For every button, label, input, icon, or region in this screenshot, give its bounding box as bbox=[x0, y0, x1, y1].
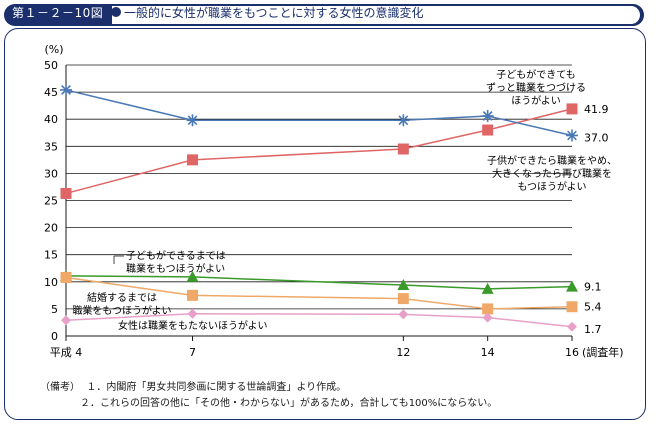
note-row-2: ２．これらの回答の他に「その他・わからない」があるため，合計しても100%になら… bbox=[40, 396, 497, 412]
data-point bbox=[397, 114, 410, 127]
chart-frame bbox=[4, 28, 646, 420]
data-point bbox=[397, 143, 409, 155]
y-tick-label: 45 bbox=[44, 86, 58, 99]
annotation-return-1: 子供ができたら職業をやめ、 bbox=[487, 154, 617, 167]
chart-title: 一般的に女性が職業をもつことに対する女性の意識変化 bbox=[124, 6, 424, 20]
annotation-notwork: 女性は職業をもたないほうがよい bbox=[118, 319, 268, 332]
series-group: 41.9 37.0 9.1 5.4 1.7 bbox=[60, 83, 609, 336]
note-1: １．内閣府「男女共同参画に関する世論調査」より作成。 bbox=[86, 382, 347, 393]
annotation-untilchild-2: 職業をもつほうがよい bbox=[126, 262, 225, 275]
data-label: 5.4 bbox=[584, 301, 602, 314]
data-point bbox=[60, 271, 72, 283]
y-tick-label: 15 bbox=[44, 249, 58, 262]
note-2: ２．これらの回答の他に「その他・わからない」があるため，合計しても100%になら… bbox=[80, 398, 498, 409]
series-line bbox=[65, 275, 573, 290]
data-point bbox=[397, 279, 410, 291]
data-point bbox=[187, 308, 198, 319]
data-point bbox=[566, 103, 578, 115]
data-point bbox=[481, 109, 494, 122]
series-line bbox=[65, 108, 573, 195]
annotation-continue-1: 子どもができても bbox=[496, 68, 576, 81]
data-point bbox=[186, 114, 199, 127]
data-point bbox=[397, 293, 409, 305]
annotation-untilmarriage-1: 結婚するまでは bbox=[87, 291, 157, 304]
data-point bbox=[567, 321, 577, 332]
data-point bbox=[482, 124, 494, 136]
data-point bbox=[187, 289, 198, 301]
data-point bbox=[566, 301, 578, 313]
notes-label: （備考） bbox=[40, 382, 80, 393]
y-tick-label: 40 bbox=[44, 113, 58, 126]
data-point bbox=[60, 187, 72, 199]
series-2: 9.1 bbox=[60, 269, 602, 294]
y-tick-label: 25 bbox=[44, 195, 58, 208]
note-row-1: （備考） １．内閣府「男女共同参画に関する世論調査」より作成。 bbox=[40, 380, 497, 396]
y-tick-label: 0 bbox=[51, 330, 58, 343]
annotation-return-2: 大きくなったら再び職業を bbox=[492, 167, 612, 180]
x-tick-label: 16 bbox=[565, 346, 579, 359]
y-tick-label: 20 bbox=[44, 222, 58, 235]
data-point bbox=[566, 280, 578, 292]
annotations: 子どもができても ずっと職業をつづける ほうがよい 子供ができたら職業をやめ、 … bbox=[72, 68, 617, 332]
y-tick-label: 5 bbox=[51, 303, 58, 316]
series-3: 5.4 bbox=[60, 271, 602, 315]
x-axis-label: (調査年) bbox=[582, 345, 624, 359]
data-point bbox=[482, 312, 493, 323]
data-label: 9.1 bbox=[584, 281, 602, 294]
annotation-continue-3: ほうがよい bbox=[511, 94, 561, 107]
data-point bbox=[187, 154, 198, 166]
data-point bbox=[186, 270, 199, 282]
data-point bbox=[61, 315, 71, 326]
axes: 0 5 10 15 20 25 30 35 40 45 50 (%) 平成 4 7 12 14 16 (調査年) bbox=[44, 43, 624, 359]
title-bar-inner bbox=[112, 6, 640, 24]
data-point bbox=[482, 303, 494, 315]
figure-number: 第１－２－10図 bbox=[12, 6, 104, 20]
y-axis-label: (%) bbox=[44, 43, 63, 56]
data-point bbox=[60, 83, 72, 96]
annotation-untilmarriage-2: 職業をもつほうがよい bbox=[72, 304, 171, 317]
data-label: 37.0 bbox=[584, 131, 609, 144]
x-tick-label: 7 bbox=[189, 346, 196, 359]
annotation-continue-2: ずっと職業をつづける bbox=[486, 81, 586, 94]
y-tick-label: 30 bbox=[44, 167, 58, 180]
annotation-untilchild-1: 子どもができるまでは bbox=[126, 249, 226, 262]
data-point bbox=[481, 282, 494, 294]
x-tick-label: 12 bbox=[396, 346, 410, 359]
data-point bbox=[566, 129, 578, 142]
x-tick-label: 14 bbox=[481, 346, 495, 359]
annotation-return-3: もつほうがよい bbox=[517, 180, 586, 193]
data-label: 1.7 bbox=[584, 323, 602, 336]
data-point bbox=[398, 309, 409, 320]
bullet-icon bbox=[111, 7, 121, 17]
y-tick-label: 35 bbox=[44, 140, 58, 153]
series-4: 1.7 bbox=[61, 308, 602, 336]
data-label: 41.9 bbox=[584, 103, 609, 116]
x-tick-label: 平成 4 bbox=[50, 346, 83, 359]
notes: （備考） １．内閣府「男女共同参画に関する世論調査」より作成。 ２．これらの回答… bbox=[40, 380, 497, 412]
y-tick-label: 10 bbox=[44, 276, 58, 289]
y-tick-label: 50 bbox=[44, 59, 58, 72]
series-1: 37.0 bbox=[60, 83, 609, 144]
title-bar bbox=[4, 4, 644, 26]
